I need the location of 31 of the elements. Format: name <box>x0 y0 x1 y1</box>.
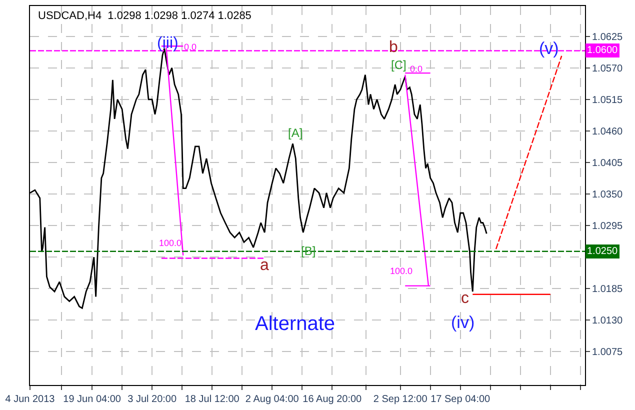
annotation: (iv) <box>451 313 475 332</box>
annotation: 0.0 <box>410 64 423 74</box>
x-tick-label: 17 Sep 04:00 <box>430 394 491 405</box>
y-tick-label: 1.0350 <box>592 190 624 201</box>
x-tick-label: 18 Jul 12:00 <box>184 394 240 405</box>
y-tick-label: 1.0185 <box>592 284 624 296</box>
ref-line-label: 1.0600 <box>587 45 618 56</box>
annotation: 100.0 <box>390 266 413 276</box>
x-tick-label: 4 Jun 2013 <box>5 394 56 405</box>
annotation: Alternate <box>255 313 336 335</box>
x-tick-label: 19 Jun 04:00 <box>63 394 122 405</box>
annotation: 0.0 <box>184 42 197 52</box>
annotation: c <box>461 290 469 307</box>
y-tick-label: 1.0405 <box>592 158 624 170</box>
annotation: [C] <box>391 58 406 72</box>
x-tick-label: 2 Aug 04:00 <box>245 394 300 405</box>
x-tick-label: 16 Aug 20:00 <box>302 394 362 405</box>
x-tick-label: 2 Sep 12:00 <box>373 394 428 405</box>
y-tick-label: 1.0295 <box>592 221 624 232</box>
annotation: [A] <box>288 126 303 140</box>
y-tick-label: 1.0625 <box>592 32 624 43</box>
chart-title: USDCAD,H4 1.0298 1.0298 1.0274 1.0285 <box>38 10 252 22</box>
y-tick-label: 1.0130 <box>592 316 624 327</box>
y-tick-label: 1.0515 <box>592 94 624 106</box>
ref-line-label: 1.0250 <box>587 246 618 257</box>
y-tick-label: 1.0460 <box>592 126 624 138</box>
annotation: a <box>260 257 269 274</box>
y-tick-label: 1.0570 <box>592 63 624 74</box>
annotation: 100.0 <box>159 238 182 248</box>
y-tick-label: 1.0075 <box>592 347 624 358</box>
x-tick-label: 3 Jul 20:00 <box>128 394 177 405</box>
